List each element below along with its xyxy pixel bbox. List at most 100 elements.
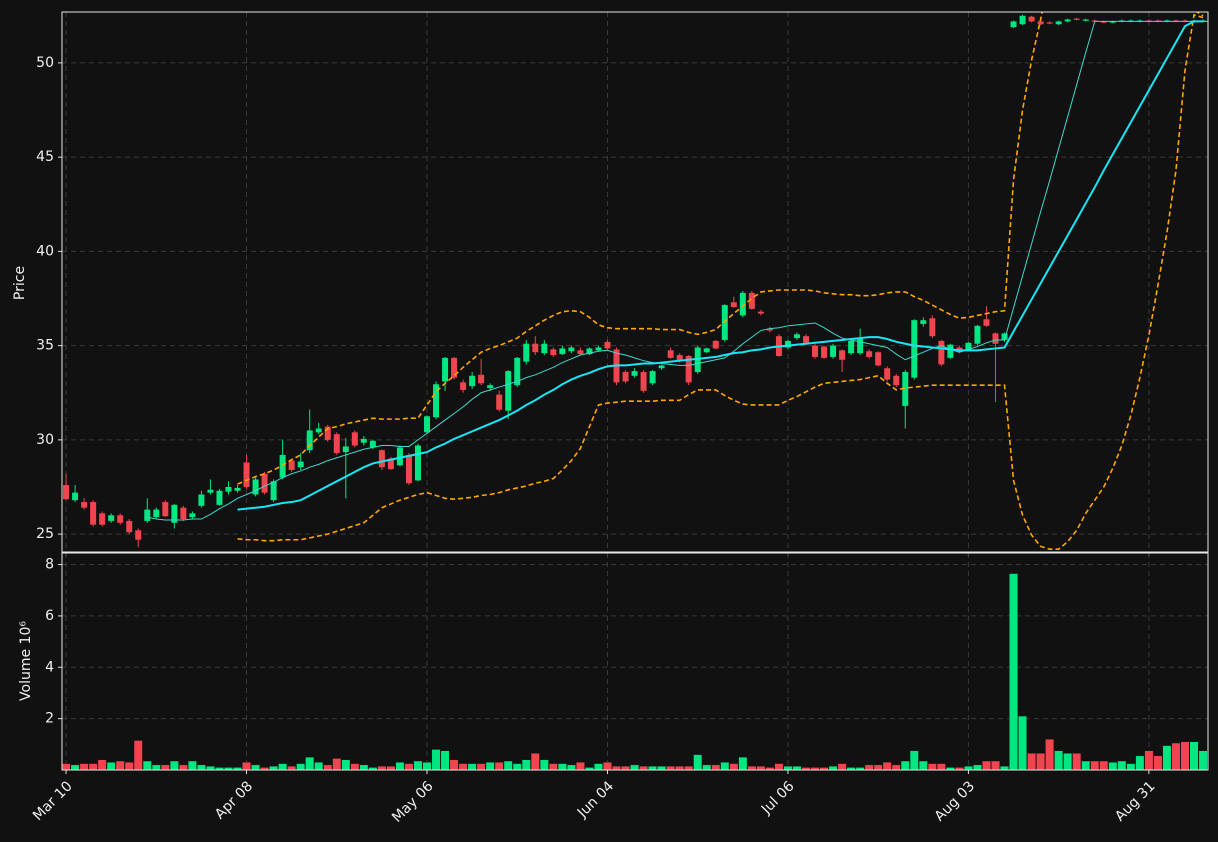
y-tick-label: 2 xyxy=(45,711,54,727)
volume-bar xyxy=(1144,750,1154,771)
volume-bar xyxy=(115,760,125,771)
volume-bar xyxy=(991,760,1000,771)
volume-bar xyxy=(639,765,648,771)
line-series xyxy=(237,20,1204,511)
candle-body xyxy=(451,357,458,378)
candle-body xyxy=(640,372,647,391)
candle-body xyxy=(496,394,503,410)
volume-bar xyxy=(1027,753,1036,771)
candle-body xyxy=(144,509,151,521)
candle-body xyxy=(802,336,809,343)
candle-body xyxy=(875,352,882,366)
volume-bar xyxy=(97,759,107,771)
candle-body xyxy=(270,481,277,501)
volume-bar xyxy=(242,762,251,771)
candle-body xyxy=(315,428,322,433)
volume-bar xyxy=(783,765,793,771)
volume-bar xyxy=(350,763,360,771)
volume-bar xyxy=(530,753,540,771)
candle-body xyxy=(126,520,133,533)
candle-body xyxy=(523,343,530,362)
candle-body xyxy=(216,490,223,505)
volume-bar xyxy=(927,763,937,771)
candle-body xyxy=(108,515,115,521)
volume-bar xyxy=(603,762,612,771)
candle-body xyxy=(703,348,710,353)
volume-bar xyxy=(386,765,396,771)
candle-body xyxy=(252,479,259,495)
volume-bar xyxy=(720,762,730,771)
volume-bar xyxy=(684,765,694,771)
volume-bar xyxy=(296,763,306,771)
candle-body xyxy=(667,350,674,358)
candle-body xyxy=(288,460,295,471)
volume-bar xyxy=(666,765,676,771)
volume-bar xyxy=(548,763,558,771)
volume-bar xyxy=(557,763,567,771)
candle-body xyxy=(180,507,187,520)
volume-bar xyxy=(964,765,973,771)
volume-bar xyxy=(1081,760,1091,771)
volume-bar xyxy=(431,749,441,771)
candle-body xyxy=(559,348,566,355)
volume-bar xyxy=(314,762,324,771)
candle-body xyxy=(342,446,349,453)
volume-bar xyxy=(485,762,495,771)
volume-bar xyxy=(973,764,982,771)
candle-body xyxy=(604,341,611,349)
candle-body xyxy=(884,368,891,380)
volume-bar xyxy=(702,764,712,771)
volume-bar xyxy=(1072,753,1082,771)
candle-body xyxy=(839,350,846,360)
volume-bar xyxy=(1117,760,1127,771)
candle-body xyxy=(1100,21,1107,23)
volume-bar xyxy=(982,760,991,771)
candle-body xyxy=(378,450,385,468)
volume-bar xyxy=(512,763,522,771)
candle-body xyxy=(649,371,656,384)
y-tick-label: 4 xyxy=(45,659,54,675)
line-series xyxy=(237,13,1204,550)
candle-body xyxy=(306,430,313,451)
volume-bar xyxy=(88,763,98,771)
volume-bar xyxy=(1063,753,1073,771)
volume-bar xyxy=(891,764,901,771)
candle-body xyxy=(812,345,819,357)
candle-body xyxy=(478,374,485,384)
candle-body xyxy=(676,355,683,361)
y-tick-label: 25 xyxy=(36,526,54,542)
volume-bar xyxy=(323,764,333,771)
candle-body xyxy=(1109,21,1116,23)
volume-bar xyxy=(305,756,315,771)
volume-bar xyxy=(206,765,215,771)
candle-body xyxy=(911,320,918,378)
volume-bar xyxy=(178,764,188,771)
volume-bar xyxy=(566,764,576,771)
volume-bar xyxy=(1018,715,1027,771)
candle-body xyxy=(487,385,494,389)
volume-bar xyxy=(341,759,351,771)
volume-bar xyxy=(1153,755,1163,771)
candle-body xyxy=(171,504,178,523)
volume-bar xyxy=(1162,745,1172,771)
candle-body xyxy=(550,349,557,356)
candle-body xyxy=(333,434,340,454)
candle-body xyxy=(721,305,728,340)
candle-body xyxy=(748,292,755,309)
candle-body xyxy=(433,384,440,418)
candle-body xyxy=(405,454,412,484)
candle-body xyxy=(424,416,431,433)
volume-bar xyxy=(756,765,766,771)
candle-body xyxy=(514,357,521,386)
volume-bar xyxy=(1180,741,1190,771)
candle-body xyxy=(387,458,394,470)
volume-bar xyxy=(675,765,685,771)
volume-bar xyxy=(187,760,197,771)
candle-body xyxy=(757,311,764,314)
candle-body xyxy=(117,515,124,523)
y-axis-label: Volume 10⁶ xyxy=(18,621,34,701)
candle-body xyxy=(505,371,512,411)
candle-body xyxy=(279,454,286,478)
